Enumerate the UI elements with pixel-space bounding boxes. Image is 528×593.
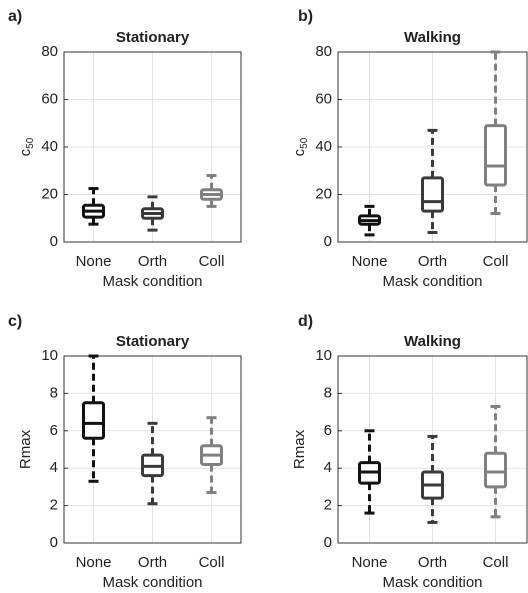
y-tick-label: 10 [41, 347, 58, 364]
y-tick-label: 4 [50, 459, 58, 476]
y-tick-label: 4 [324, 459, 332, 476]
box [484, 451, 507, 489]
x-tick-label: Coll [483, 253, 509, 270]
x-axis-label: Mask condition [102, 273, 202, 290]
box [484, 124, 507, 187]
y-tick-label: 60 [315, 90, 332, 107]
chart-title: Walking [404, 333, 461, 350]
y-tick-label: 10 [315, 347, 332, 364]
y-tick-label: 20 [315, 185, 332, 202]
y-axis-label: c50 [17, 137, 36, 156]
y-axis-label: Rmax [291, 429, 308, 469]
x-tick-label: None [352, 554, 388, 571]
x-tick-label: Orth [138, 554, 167, 571]
chart-title: Stationary [116, 333, 190, 350]
chart-title: Stationary [116, 29, 190, 46]
x-axis-label: Mask condition [102, 574, 202, 591]
y-axis-label-subscript: 50 [299, 137, 310, 149]
y-tick-label: 40 [41, 138, 58, 155]
x-axis-label: Mask condition [382, 273, 482, 290]
y-tick-label: 80 [315, 43, 332, 60]
y-tick-label: 6 [324, 422, 332, 439]
y-axis-label: Rmax [17, 429, 34, 469]
x-tick-label: Orth [418, 253, 447, 270]
panel-label: a) [8, 8, 22, 25]
x-tick-label: Coll [483, 554, 509, 571]
axes-box [63, 355, 242, 544]
y-axis-label-base: Rmax [17, 429, 34, 469]
x-tick-label: None [76, 554, 112, 571]
y-tick-label: 6 [50, 422, 58, 439]
y-tick-label: 0 [324, 534, 332, 551]
x-tick-label: Coll [199, 253, 225, 270]
y-tick-label: 8 [324, 384, 332, 401]
y-tick-label: 2 [50, 497, 58, 514]
x-tick-label: Orth [138, 253, 167, 270]
chart-title: Walking [404, 29, 461, 46]
panel-label: d) [298, 313, 313, 330]
box [421, 176, 444, 213]
y-tick-label: 8 [50, 384, 58, 401]
y-axis-label-base: c [17, 148, 34, 156]
axes-box [63, 51, 242, 243]
x-tick-label: None [352, 253, 388, 270]
y-axis-label-subscript: 50 [25, 137, 36, 149]
y-tick-label: 80 [41, 43, 58, 60]
y-tick-label: 0 [324, 233, 332, 250]
panel-label: c) [8, 313, 22, 330]
y-axis-label-base: c [291, 148, 308, 156]
y-tick-label: 2 [324, 497, 332, 514]
axes-box [337, 355, 528, 544]
y-tick-label: 20 [41, 185, 58, 202]
y-axis-label: c50 [291, 137, 310, 156]
x-tick-label: Orth [418, 554, 447, 571]
x-tick-label: Coll [199, 554, 225, 571]
y-tick-label: 60 [41, 90, 58, 107]
x-tick-label: None [76, 253, 112, 270]
y-axis-label-base: Rmax [291, 429, 308, 469]
panel-label: b) [298, 8, 313, 25]
box [82, 401, 105, 440]
x-axis-label: Mask condition [382, 574, 482, 591]
y-tick-label: 40 [315, 138, 332, 155]
y-tick-label: 0 [50, 534, 58, 551]
axes-box [337, 51, 528, 243]
y-tick-label: 0 [50, 233, 58, 250]
